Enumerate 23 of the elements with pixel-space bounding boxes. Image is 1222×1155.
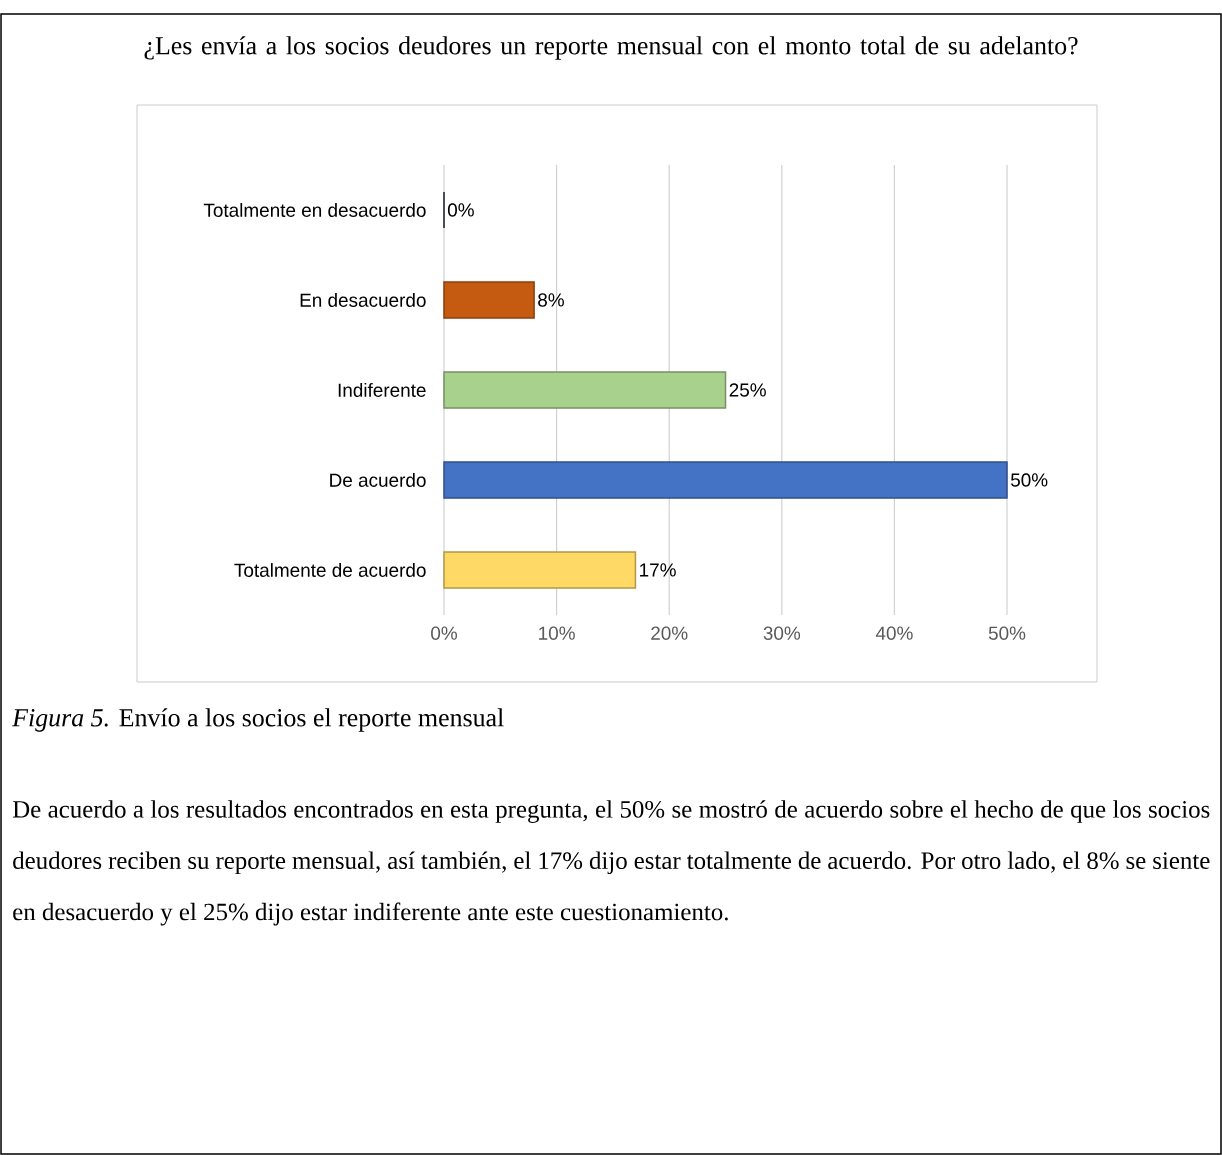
- y-tick-label: De acuerdo: [330, 473, 426, 487]
- data-label: 0%: [447, 203, 474, 217]
- text: Figura 5. Envío a los socios el reporte mensual: [12, 708, 504, 732]
- x-tick-label: 10%: [539, 626, 575, 640]
- data-label: 17%: [640, 563, 676, 577]
- x-tick-label: 20%: [651, 626, 688, 640]
- data-label: 8%: [538, 293, 564, 307]
- bar: [443, 371, 727, 409]
- chart-title: ¿Les envía a los socios deudores un reporte mensual con el monto total de su adelanto?: [144, 36, 1078, 60]
- bar: [443, 281, 535, 319]
- data-label: 50%: [1010, 473, 1048, 487]
- y-tick-label: Totalmente en desacuerdo: [203, 203, 426, 217]
- x-tick-label: 50%: [988, 626, 1026, 640]
- x-tick-label: 30%: [763, 626, 801, 640]
- y-tick-label: Totalmente de acuerdo: [234, 563, 426, 577]
- x-tick-label: 40%: [875, 626, 913, 640]
- text: De acuerdo a los resultados encontrados en esta pregunta, el 50% se mostró de acuerdo sobre el hecho de que los socios deudores reciben su reporte mensual, así también, el 17% dijo estar totalmente de acuerdo. Por otro lado, el 8% se siente en desacuerdo y el 25% dijo estar indiferente ante este cuestionamiento.: [12, 800, 1210, 926]
- bar: [443, 461, 1008, 499]
- x-tick-label: 0%: [431, 626, 458, 640]
- data-label: 25%: [729, 383, 766, 397]
- y-tick-label: En desacuerdo: [300, 293, 426, 307]
- y-tick-label: Indiferente: [338, 383, 426, 397]
- bar: [443, 551, 637, 589]
